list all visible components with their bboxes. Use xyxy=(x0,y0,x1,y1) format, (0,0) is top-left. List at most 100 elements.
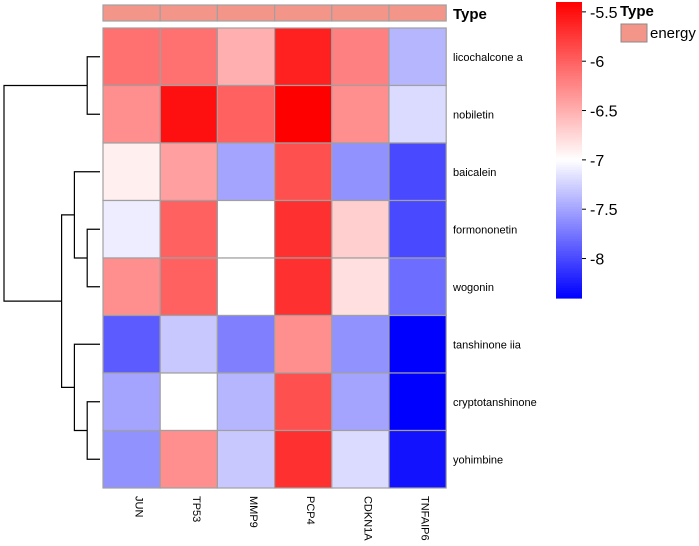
dendrogram-branch xyxy=(61,214,75,388)
column-label: TNFAIP6 xyxy=(419,496,431,541)
annotation-cell xyxy=(274,4,333,22)
colorbar-segment xyxy=(556,214,582,218)
colorbar-segment xyxy=(556,157,582,161)
colorbar-segment xyxy=(556,132,582,136)
colorbar-tick-label: -7 xyxy=(590,153,604,170)
column-label: CDKN1A xyxy=(361,496,373,541)
colorbar-segment xyxy=(556,228,582,232)
colorbar-segment xyxy=(556,29,582,33)
annotation-title: Type xyxy=(453,6,487,23)
colorbar-segment xyxy=(556,273,582,277)
dendrogram-branch xyxy=(3,84,88,302)
column-label: JUN xyxy=(133,496,145,517)
annotation-cell xyxy=(388,4,447,22)
heatmap-cell xyxy=(388,27,447,87)
colorbar-segment xyxy=(556,199,582,203)
colorbar-segment xyxy=(556,241,582,245)
colorbar-segment xyxy=(556,288,582,292)
colorbar-segment xyxy=(556,224,582,228)
legend-title: Type xyxy=(620,3,654,20)
heatmap-cell xyxy=(274,142,333,202)
colorbar-segment xyxy=(556,251,582,255)
row-labels: licochalcone a nobiletin baicalein formonon… xyxy=(452,52,537,467)
heatmap-cell xyxy=(216,84,276,144)
heatmap-cell xyxy=(216,257,276,317)
heatmap-cell xyxy=(274,199,333,259)
colorbar-segment xyxy=(556,184,582,188)
heatmap-cell xyxy=(102,372,161,432)
colorbar-segment xyxy=(556,135,582,139)
colorbar-segment xyxy=(556,152,582,156)
colorbar-segment xyxy=(556,68,582,72)
colorbar-segment xyxy=(556,11,582,15)
heatmap-cell xyxy=(274,84,333,144)
row-label: cryptotanshinone xyxy=(453,397,537,409)
heatmap-cells xyxy=(102,27,447,489)
colorbar-segment xyxy=(556,275,582,279)
colorbar-segment xyxy=(556,201,582,205)
heatmap-cell xyxy=(102,257,161,317)
colorbar-segment xyxy=(556,253,582,257)
heatmap-cell xyxy=(331,142,390,202)
colorbar-segment xyxy=(556,122,582,126)
legend-label: energy xyxy=(650,25,696,42)
colorbar-segment xyxy=(556,295,582,299)
heatmap-cell xyxy=(331,27,390,87)
colorbar-segment xyxy=(556,278,582,282)
dendrogram-branch xyxy=(86,56,100,115)
colorbar-segment xyxy=(556,204,582,208)
colorbar-segment xyxy=(556,117,582,121)
colorbar-segment xyxy=(556,76,582,80)
colorbar-segment xyxy=(556,127,582,131)
colorbar-segment xyxy=(556,285,582,289)
colorbar-segment xyxy=(556,256,582,260)
annotation-cell xyxy=(102,4,161,22)
colorbar-segment xyxy=(556,34,582,38)
colorbar-segment xyxy=(556,145,582,149)
colorbar-segment xyxy=(556,130,582,134)
heatmap-cell xyxy=(159,84,218,144)
colorbar-segment xyxy=(556,150,582,154)
colorbar-segment xyxy=(556,177,582,181)
colorbar-segment xyxy=(556,261,582,265)
colorbar-segment xyxy=(556,63,582,67)
colorbar-segment xyxy=(556,100,582,104)
heatmap-cell xyxy=(159,27,218,87)
colorbar-segment xyxy=(556,238,582,242)
colorbar-segment xyxy=(556,206,582,210)
heatmap-cell xyxy=(102,27,161,87)
legend-swatch xyxy=(620,23,648,43)
colorbar-segment xyxy=(556,73,582,77)
colorbar-segment xyxy=(556,231,582,235)
colorbar-segment xyxy=(556,120,582,124)
heatmap-cell xyxy=(216,199,276,259)
column-annotation-bar xyxy=(102,4,447,22)
colorbar-segment xyxy=(556,115,582,119)
dendrogram-branch xyxy=(86,228,100,288)
colorbar-tick-label: -6 xyxy=(590,54,604,71)
heatmap-cell xyxy=(102,314,161,374)
colorbar-segment xyxy=(556,174,582,178)
colorbar-segment xyxy=(556,41,582,45)
heatmap-cell xyxy=(102,84,161,144)
heatmap-cell xyxy=(388,429,447,489)
row-label: baicalein xyxy=(453,167,496,179)
heatmap-cell xyxy=(274,429,333,489)
heatmap-cell xyxy=(102,199,161,259)
colorbar-segment xyxy=(556,39,582,43)
colorbar-segment xyxy=(556,51,582,55)
colorbar-segment xyxy=(556,248,582,252)
column-label: PCP4 xyxy=(304,496,316,525)
colorbar-segment xyxy=(556,268,582,272)
colorbar-segment xyxy=(556,56,582,60)
colorbar-segment xyxy=(556,221,582,225)
heatmap-cell xyxy=(331,314,390,374)
colorbar-segment xyxy=(556,31,582,35)
heatmap-cell xyxy=(274,27,333,87)
colorbar-segment xyxy=(556,233,582,237)
heatmap-cell xyxy=(159,257,218,317)
colorbar-segment xyxy=(556,105,582,109)
annotation-cell xyxy=(216,4,276,22)
colorbar-segment xyxy=(556,290,582,294)
